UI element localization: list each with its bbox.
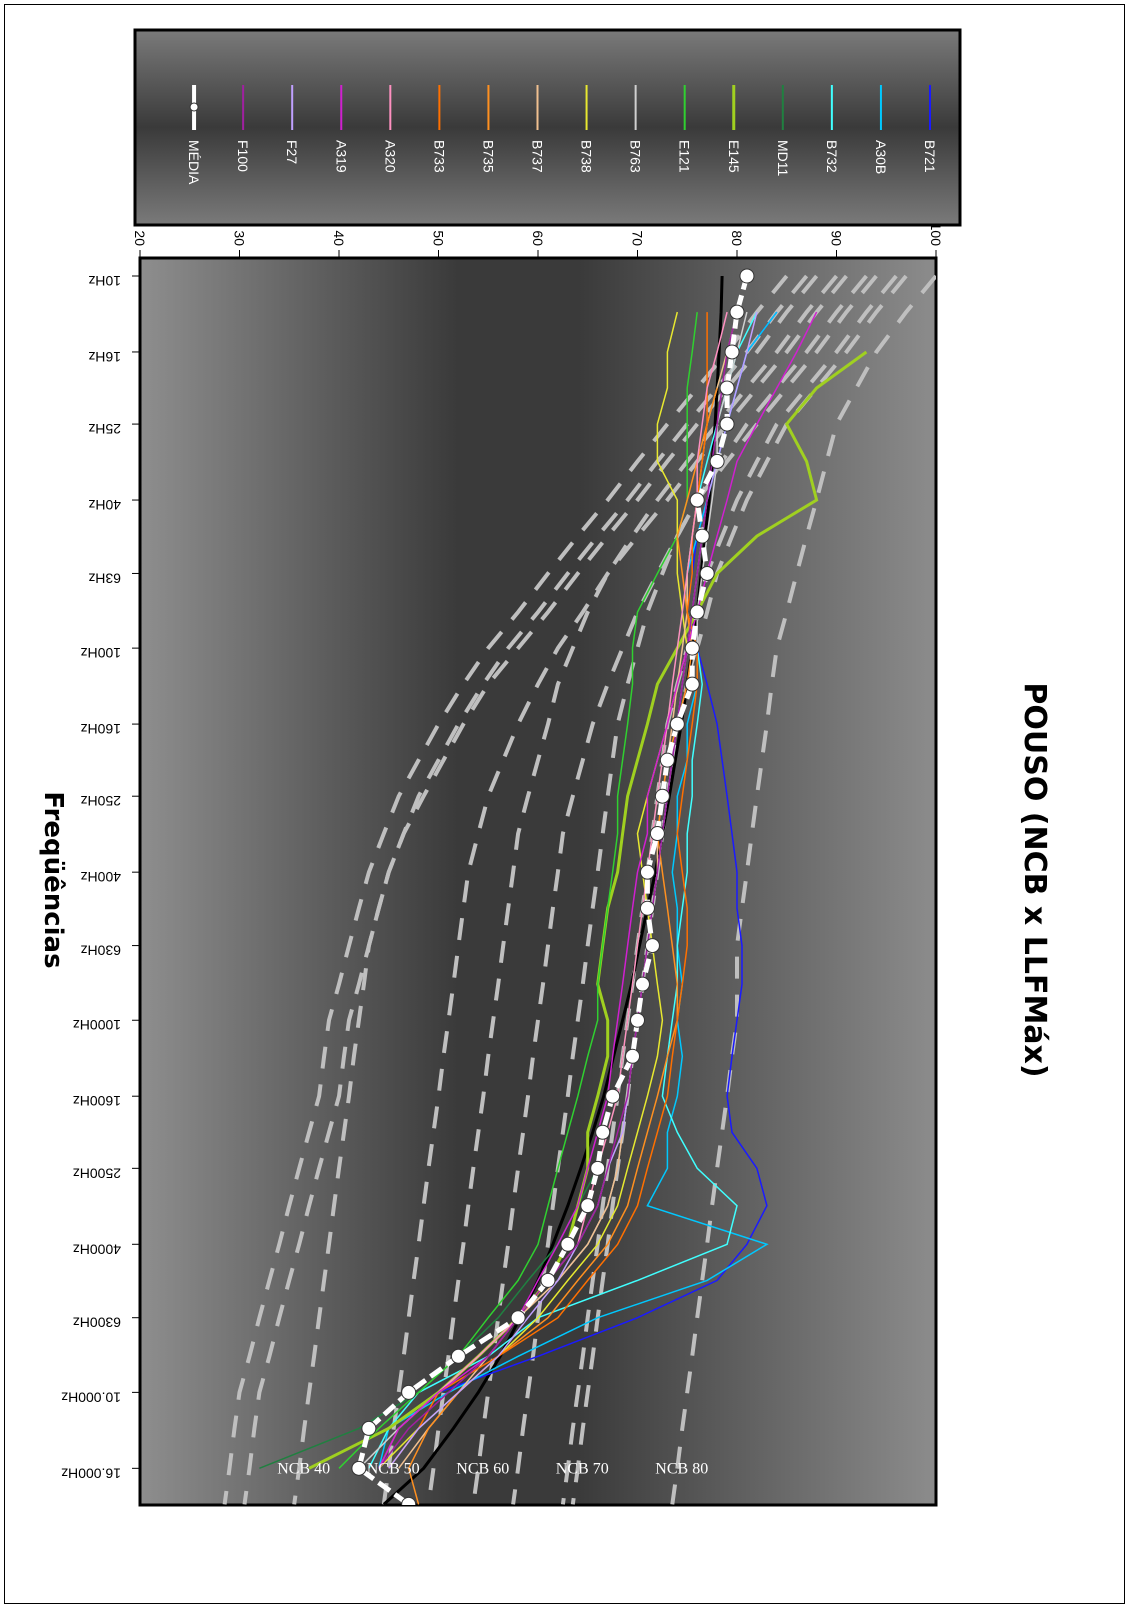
media-point <box>729 304 745 320</box>
media-point <box>630 1012 645 1028</box>
y-tick-label: 100 <box>928 223 944 247</box>
ncb-label: NCB 70 <box>556 1460 609 1477</box>
x-tick-label: 1000Hz <box>73 1017 121 1033</box>
x-tick-label: 400Hz <box>81 869 121 885</box>
plot-content: NCB 80 NCB 70 NCB 60 NCB 50 NCB 40 <box>222 268 936 1505</box>
legend-label-b735: B735 <box>480 140 496 173</box>
media-point <box>361 1420 377 1436</box>
x-axis-title: Freqüências <box>38 791 68 968</box>
ncb-label: NCB 40 <box>277 1460 330 1477</box>
series-line-a30b <box>378 311 778 1469</box>
media-point <box>639 900 655 916</box>
y-tick-label: 30 <box>232 230 248 246</box>
media-point <box>450 1348 466 1364</box>
x-tick-label: 25Hz <box>88 421 121 437</box>
legend-label-b732: B732 <box>824 140 840 173</box>
y-tick-label: 70 <box>630 230 646 246</box>
y-tick-label: 60 <box>530 230 546 246</box>
ncb-curve <box>381 274 848 1505</box>
x-tick-label: 100Hz <box>81 645 121 661</box>
legend-label-md11: MD11 <box>775 140 791 177</box>
legend-box <box>133 28 962 227</box>
x-tick-label: 40Hz <box>88 497 121 513</box>
legend-marker-media <box>189 102 199 112</box>
x-tick-label: 63Hz <box>88 570 121 586</box>
media-point <box>719 416 735 432</box>
legend-label-b721: B721 <box>922 140 938 173</box>
x-tick-label: 4000Hz <box>73 1241 121 1257</box>
x-tick-label: 16.000Hz <box>61 1465 121 1481</box>
media-point <box>684 676 700 692</box>
media-point <box>540 1272 556 1288</box>
x-tick-label: 6300Hz <box>73 1315 121 1331</box>
x-tick-label: 630Hz <box>81 943 121 959</box>
legend-label-a320: A320 <box>382 140 398 173</box>
legend-label-b733: B733 <box>431 140 447 173</box>
x-tick-label: 1600Hz <box>73 1093 121 1109</box>
media-point <box>654 788 670 804</box>
legend-label-b738: B738 <box>579 140 595 173</box>
legend-label-f100: F100 <box>235 140 251 172</box>
legend-label-a319: A319 <box>333 140 349 173</box>
media-point <box>605 1088 621 1104</box>
y-tick-label: 90 <box>829 230 845 246</box>
series-line-a319 <box>378 311 818 1469</box>
x-tick-label: 160Hz <box>81 721 121 737</box>
legend-label-b763: B763 <box>628 140 644 173</box>
ncb-curve <box>426 274 839 1505</box>
legend-label-a30b: A30B <box>873 140 889 174</box>
series-line-media <box>356 275 750 1505</box>
ncb-label: NCB 80 <box>655 1460 708 1477</box>
series-line-b735 <box>407 387 718 1505</box>
legend-label-b737: B737 <box>530 140 546 173</box>
legend-label-f27: F27 <box>284 140 300 164</box>
y-tick-label: 50 <box>431 230 447 246</box>
legend-label-média: MÉDIA <box>186 140 202 185</box>
legend-label-e145: E145 <box>726 140 742 173</box>
ncb-label: NCB 60 <box>456 1460 509 1477</box>
regression-line <box>382 275 724 1505</box>
media-point <box>694 528 710 544</box>
media-point <box>649 826 665 842</box>
media-point <box>719 380 735 396</box>
media-point <box>401 1384 417 1400</box>
x-tick-label: 10.000Hz <box>61 1389 121 1405</box>
ncb-curve <box>471 274 878 1505</box>
media-point <box>590 1160 606 1176</box>
media-point <box>689 492 705 508</box>
media-point <box>659 752 675 768</box>
y-tick-label: 80 <box>729 230 745 246</box>
media-point <box>644 938 660 954</box>
ncb-curve <box>511 274 868 1505</box>
y-tick-label: 40 <box>331 230 347 246</box>
media-point <box>510 1310 526 1326</box>
x-tick-label: 10Hz <box>88 273 121 289</box>
media-point <box>401 1496 417 1505</box>
media-point <box>689 604 705 620</box>
media-point <box>639 864 655 880</box>
media-point <box>669 716 685 732</box>
media-point <box>709 453 725 469</box>
ncb-label: NCB 50 <box>367 1460 420 1477</box>
ncb-curve <box>670 274 936 1505</box>
media-point <box>560 1236 576 1252</box>
media-point <box>351 1460 367 1476</box>
media-point <box>699 565 715 581</box>
chart-title: POUSO (NCB x LLFMáx) <box>1017 682 1052 1077</box>
media-point <box>595 1124 611 1140</box>
media-point <box>625 1048 641 1064</box>
x-tick-label: 2500Hz <box>73 1165 121 1181</box>
media-point <box>724 344 740 360</box>
x-tick-label: 16Hz <box>88 349 121 365</box>
media-point <box>580 1198 596 1214</box>
x-tick-label: 250Hz <box>81 793 121 809</box>
media-point <box>684 640 700 656</box>
media-point <box>739 268 755 284</box>
legend-label-e121: E121 <box>677 140 693 173</box>
media-point <box>634 976 650 992</box>
y-tick-label: 20 <box>132 230 148 246</box>
